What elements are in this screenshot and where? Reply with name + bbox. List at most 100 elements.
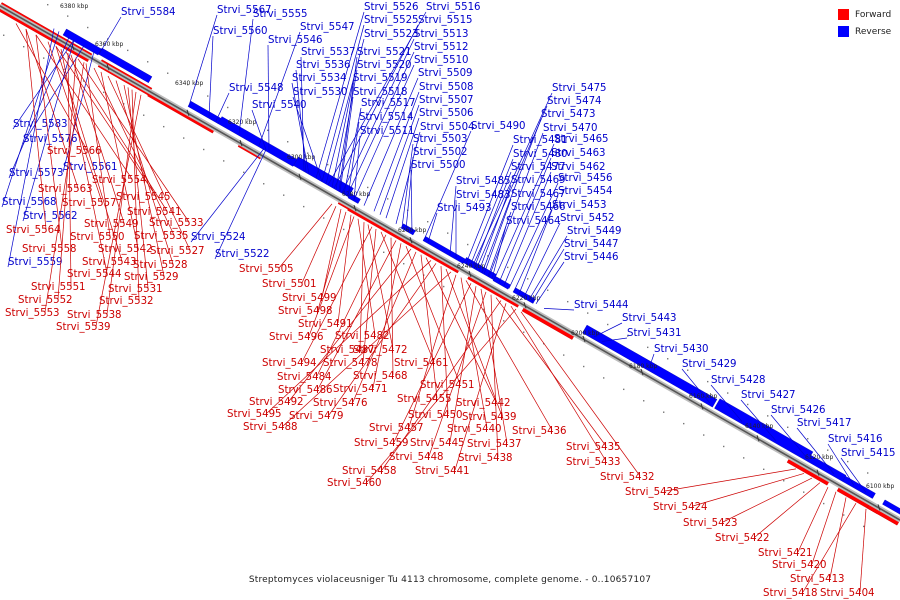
forward-gene-label: Strvi_5459 (354, 438, 409, 449)
forward-gene-label: Strvi_5455 (397, 394, 452, 405)
forward-gene-label: Strvi_5551 (31, 282, 86, 293)
reverse-gene-label: Strvi_5521 (357, 47, 412, 58)
leader-line (664, 468, 797, 492)
forward-gene-label: Strvi_5435 (566, 442, 621, 453)
leader-line (390, 237, 394, 376)
leader-line (25, 29, 47, 230)
dot (627, 335, 629, 337)
reverse-gene-label: Strvi_5481 (513, 135, 568, 146)
forward-gene-label: Strvi_5527 (150, 246, 205, 257)
leader-line (7, 28, 55, 268)
scale-tick-mark (523, 302, 527, 309)
reverse-gene-label: Strvi_5453 (552, 200, 607, 211)
dot (847, 460, 849, 463)
dot (103, 91, 105, 94)
reverse-gene-label: Strvi_5520 (357, 60, 412, 71)
dot (247, 118, 249, 120)
dot (687, 369, 689, 371)
leader-line (405, 246, 461, 385)
leader-line (214, 149, 267, 260)
forward-gene-label: Strvi_5544 (67, 269, 122, 280)
leader-line (115, 80, 174, 265)
reverse-gene-label: Strvi_5519 (353, 73, 408, 84)
leader-line (366, 308, 517, 483)
scale-tick-label: 6380 kbp (60, 3, 88, 10)
leader-line (518, 209, 553, 295)
dot (303, 205, 305, 208)
dot (267, 129, 269, 132)
dot (143, 114, 145, 116)
scale-tick-label: 6140 kbp (745, 423, 773, 430)
leader-line (95, 94, 142, 327)
leader-line (593, 322, 623, 338)
leader-line (1, 31, 60, 208)
reverse-gene-label: Strvi_5584 (121, 7, 176, 18)
leader-line (487, 211, 512, 277)
forward-gene-label: Strvi_5563 (38, 184, 93, 195)
leader-line (428, 291, 487, 457)
dot (803, 491, 805, 493)
dot (167, 72, 169, 74)
scale-tick-label: 6160 kbp (689, 393, 717, 400)
leader-line (325, 38, 365, 184)
reverse-gene-label: Strvi_5446 (564, 252, 619, 263)
dot (23, 45, 25, 48)
forward-gene-label: Strvi_5492 (249, 397, 304, 408)
scale-tick-mark (468, 270, 472, 278)
leader-line (454, 303, 507, 471)
dot (707, 380, 709, 383)
leader-line (321, 24, 365, 182)
dot (683, 422, 685, 425)
reverse-gene-label: Strvi_5427 (741, 390, 796, 401)
reverse-gene-label: Strvi_5513 (414, 29, 469, 40)
leader-line (362, 228, 377, 363)
leader-line (347, 121, 360, 197)
reverse-gene-label: Strvi_5518 (353, 87, 408, 98)
reverse-gene-label: Strvi_5428 (711, 375, 766, 386)
leader-line (131, 89, 140, 301)
dot (703, 434, 705, 436)
scale-tick-label: 6120 kbp (805, 454, 833, 461)
leader-line (107, 75, 191, 251)
reverse-gene-label: Strvi_5510 (414, 55, 469, 66)
leader-line (490, 294, 499, 458)
leader-line (405, 156, 414, 230)
leader-line (238, 18, 254, 135)
forward-gene-label: Strvi_5424 (653, 502, 708, 513)
reverse-swatch (838, 26, 849, 37)
reverse-gene-label: Strvi_5547 (300, 22, 355, 33)
scale-tick-label: 6300 kbp (287, 154, 315, 161)
reverse-gene-label: Strvi_5444 (574, 300, 629, 311)
leader-line (282, 271, 452, 427)
forward-gene-label: Strvi_5505 (239, 264, 294, 275)
forward-gene-label: Strvi_5461 (394, 358, 449, 369)
leader-line (449, 286, 477, 443)
forward-gene-label: Strvi_5499 (282, 293, 337, 304)
reverse-gene-label: Strvi_5509 (418, 68, 473, 79)
reverse-gene-label: Strvi_5464 (506, 216, 561, 227)
leader-line (493, 143, 555, 280)
leader-line (410, 169, 413, 234)
forward-gene-label: Strvi_5496 (269, 332, 324, 343)
dot (423, 274, 425, 276)
dot (343, 228, 345, 231)
forward-gene-label: Strvi_5539 (56, 322, 111, 333)
reverse-gene-label: Strvi_5525 (364, 15, 419, 26)
forward-gene-label: Strvi_5458 (342, 466, 397, 477)
leader-line (740, 399, 777, 442)
leader-line (469, 158, 514, 267)
dot (503, 320, 505, 322)
dot (867, 472, 869, 474)
leader-line (258, 31, 301, 146)
leader-line (357, 218, 376, 336)
leader-line (316, 234, 387, 377)
reverse-gene-label: Strvi_5559 (8, 257, 63, 268)
leader-line (543, 308, 575, 311)
forward-gene-label: Strvi_5532 (99, 296, 154, 307)
forward-gene-label: Strvi_5488 (243, 422, 298, 433)
reverse-gene-label: Strvi_5483 (456, 190, 511, 201)
dot (323, 217, 325, 219)
forward-gene-label: Strvi_5487 (320, 345, 375, 356)
reverse-gene-label: Strvi_5426 (771, 405, 826, 416)
reverse-gene-label: Strvi_5517 (361, 98, 416, 109)
